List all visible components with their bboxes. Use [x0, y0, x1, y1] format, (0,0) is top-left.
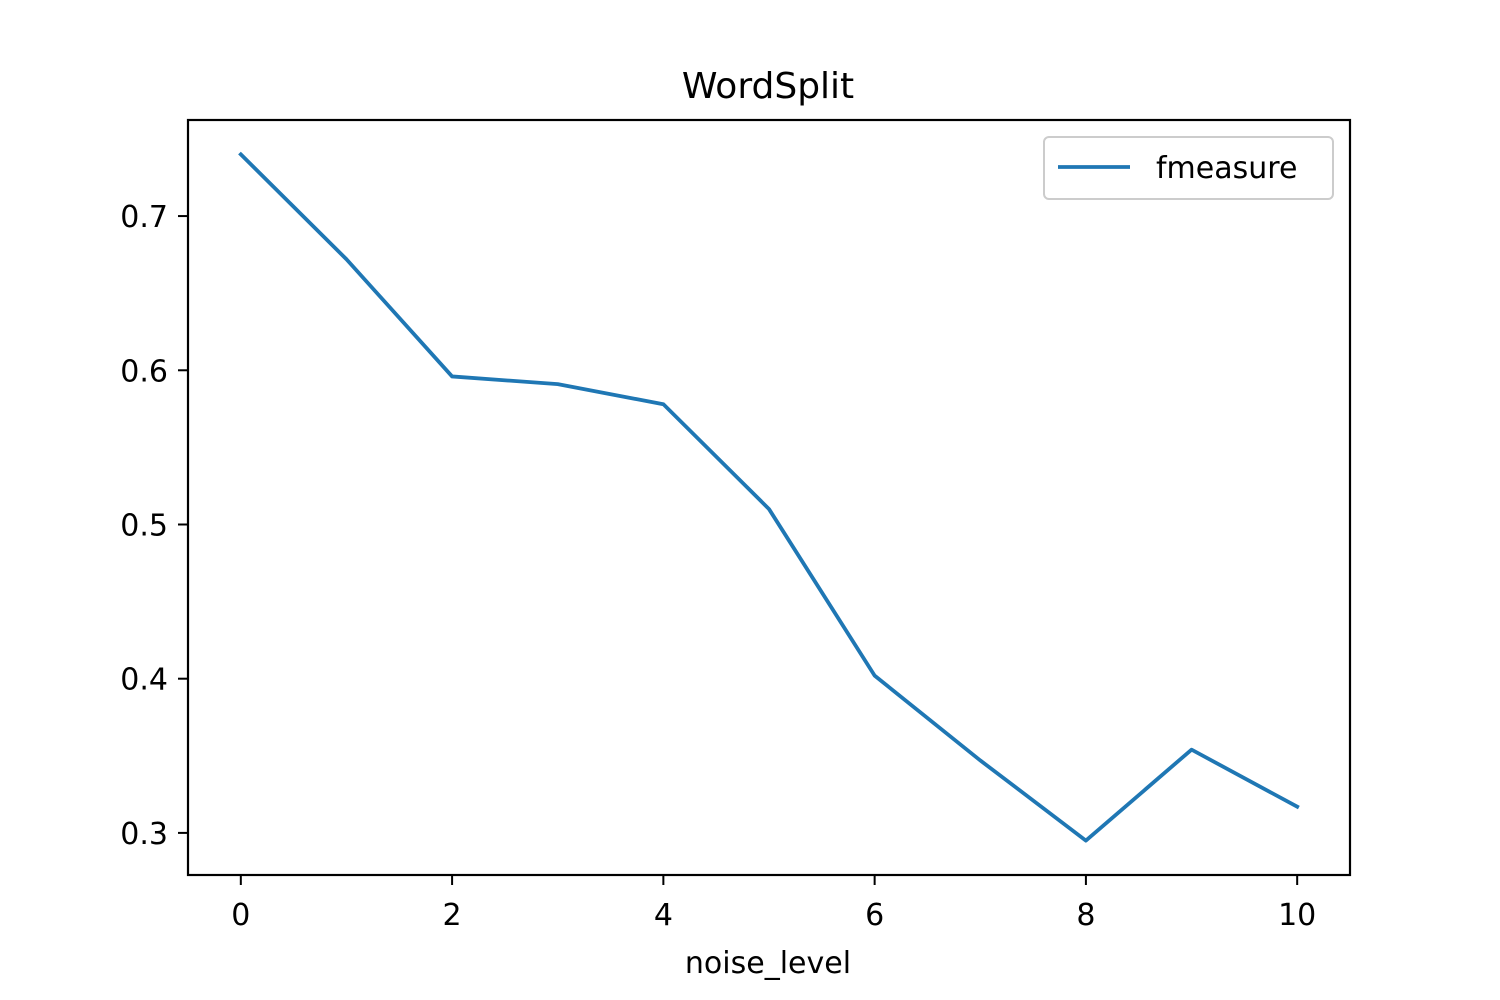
x-tick-label: 0 — [231, 898, 250, 933]
y-tick-label: 0.7 — [120, 200, 168, 235]
y-tick-label: 0.3 — [120, 817, 168, 852]
legend-box — [1043, 136, 1334, 200]
x-axis-label: noise_level — [685, 946, 851, 981]
legend-label: fmeasure — [1156, 151, 1297, 186]
y-tick-label: 0.5 — [120, 508, 168, 543]
legend: fmeasure — [1043, 136, 1334, 200]
x-tick-label: 2 — [443, 898, 462, 933]
x-tick-label: 6 — [865, 898, 884, 933]
y-tick-label: 0.4 — [120, 663, 168, 698]
y-tick-label: 0.6 — [120, 354, 168, 389]
series-line-fmeasure — [238, 151, 1300, 843]
x-tick-label: 8 — [1076, 898, 1095, 933]
chart-title: WordSplit — [682, 66, 854, 107]
x-tick-label: 10 — [1278, 898, 1316, 933]
x-tick-label: 4 — [654, 898, 673, 933]
plot-area: 0 2 4 6 8 10 0.3 0.4 0.5 0.6 0.7 fmeasure — [120, 118, 1352, 933]
axes-frame — [186, 118, 1352, 877]
